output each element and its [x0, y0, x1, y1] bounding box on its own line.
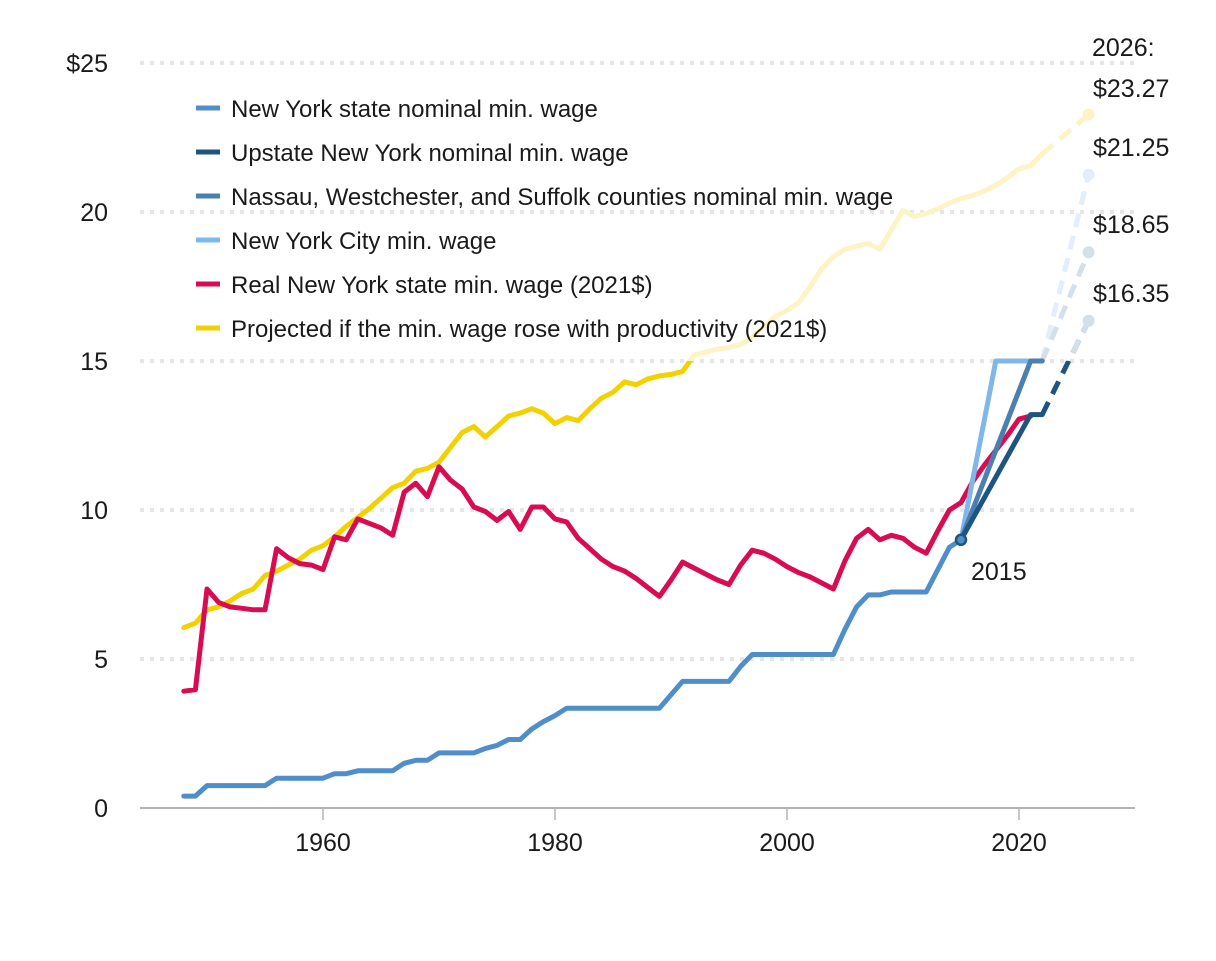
y-tick-label: 15 — [80, 348, 108, 376]
legend-label: Nassau, Westchester, and Suffolk countie… — [231, 184, 893, 211]
projection-endpoint — [1082, 108, 1095, 121]
series-line-productivity-faded — [686, 151, 1045, 361]
projection-endpoint — [1082, 168, 1095, 181]
annotation-2026-value: $18.65 — [1093, 211, 1169, 239]
projection-endpoint — [1082, 246, 1095, 259]
legend-label: Real New York state min. wage (2021$) — [231, 272, 653, 299]
legend-label: Projected if the min. wage rose with pro… — [231, 316, 827, 343]
legend-label: Upstate New York nominal min. wage — [231, 140, 629, 167]
y-tick-label: $25 — [66, 50, 108, 78]
annotation-2026-value: $16.35 — [1093, 280, 1169, 308]
legend-label: New York City min. wage — [231, 228, 496, 255]
projection-endpoint — [1082, 314, 1095, 327]
annotation-2015: 2015 — [971, 558, 1027, 586]
x-tick-label: 2000 — [759, 829, 815, 857]
legend-label: New York state nominal min. wage — [231, 96, 598, 123]
annotations: 2015 2026: $23.27 $21.25 $18.65 $16.35 — [971, 34, 1169, 586]
annotation-2026-value: $23.27 — [1093, 75, 1169, 103]
series-line-4 — [181, 413, 1034, 694]
projection-line — [1039, 174, 1092, 362]
x-tick-label: 1960 — [295, 829, 351, 857]
series-line-2 — [958, 358, 1045, 543]
legend: New York state nominal min. wage Upstate … — [196, 96, 893, 343]
series-line-0 — [181, 537, 964, 799]
projection-line — [1039, 319, 1091, 416]
y-tick-label: 20 — [80, 199, 108, 227]
series-layer — [181, 108, 1095, 799]
series-line-productivity — [181, 361, 694, 631]
y-tick-label: 10 — [80, 497, 108, 525]
series-line-3 — [958, 358, 1045, 543]
x-tick-label: 1980 — [527, 829, 583, 857]
x-tick-label: 2020 — [991, 829, 1047, 857]
point-marker-2015 — [954, 533, 968, 547]
y-tick-label: 5 — [94, 646, 108, 674]
annotation-2026-value: $21.25 — [1093, 134, 1169, 162]
y-tick-label: 0 — [94, 795, 108, 823]
series-line-1 — [958, 412, 1045, 543]
projection-line — [1039, 251, 1091, 362]
projection-line — [1040, 112, 1091, 156]
annotation-2026-header: 2026: — [1092, 34, 1155, 62]
axis-layer: 0 5 10 15 20 $25 1960 1980 2000 2020 — [66, 50, 1135, 857]
